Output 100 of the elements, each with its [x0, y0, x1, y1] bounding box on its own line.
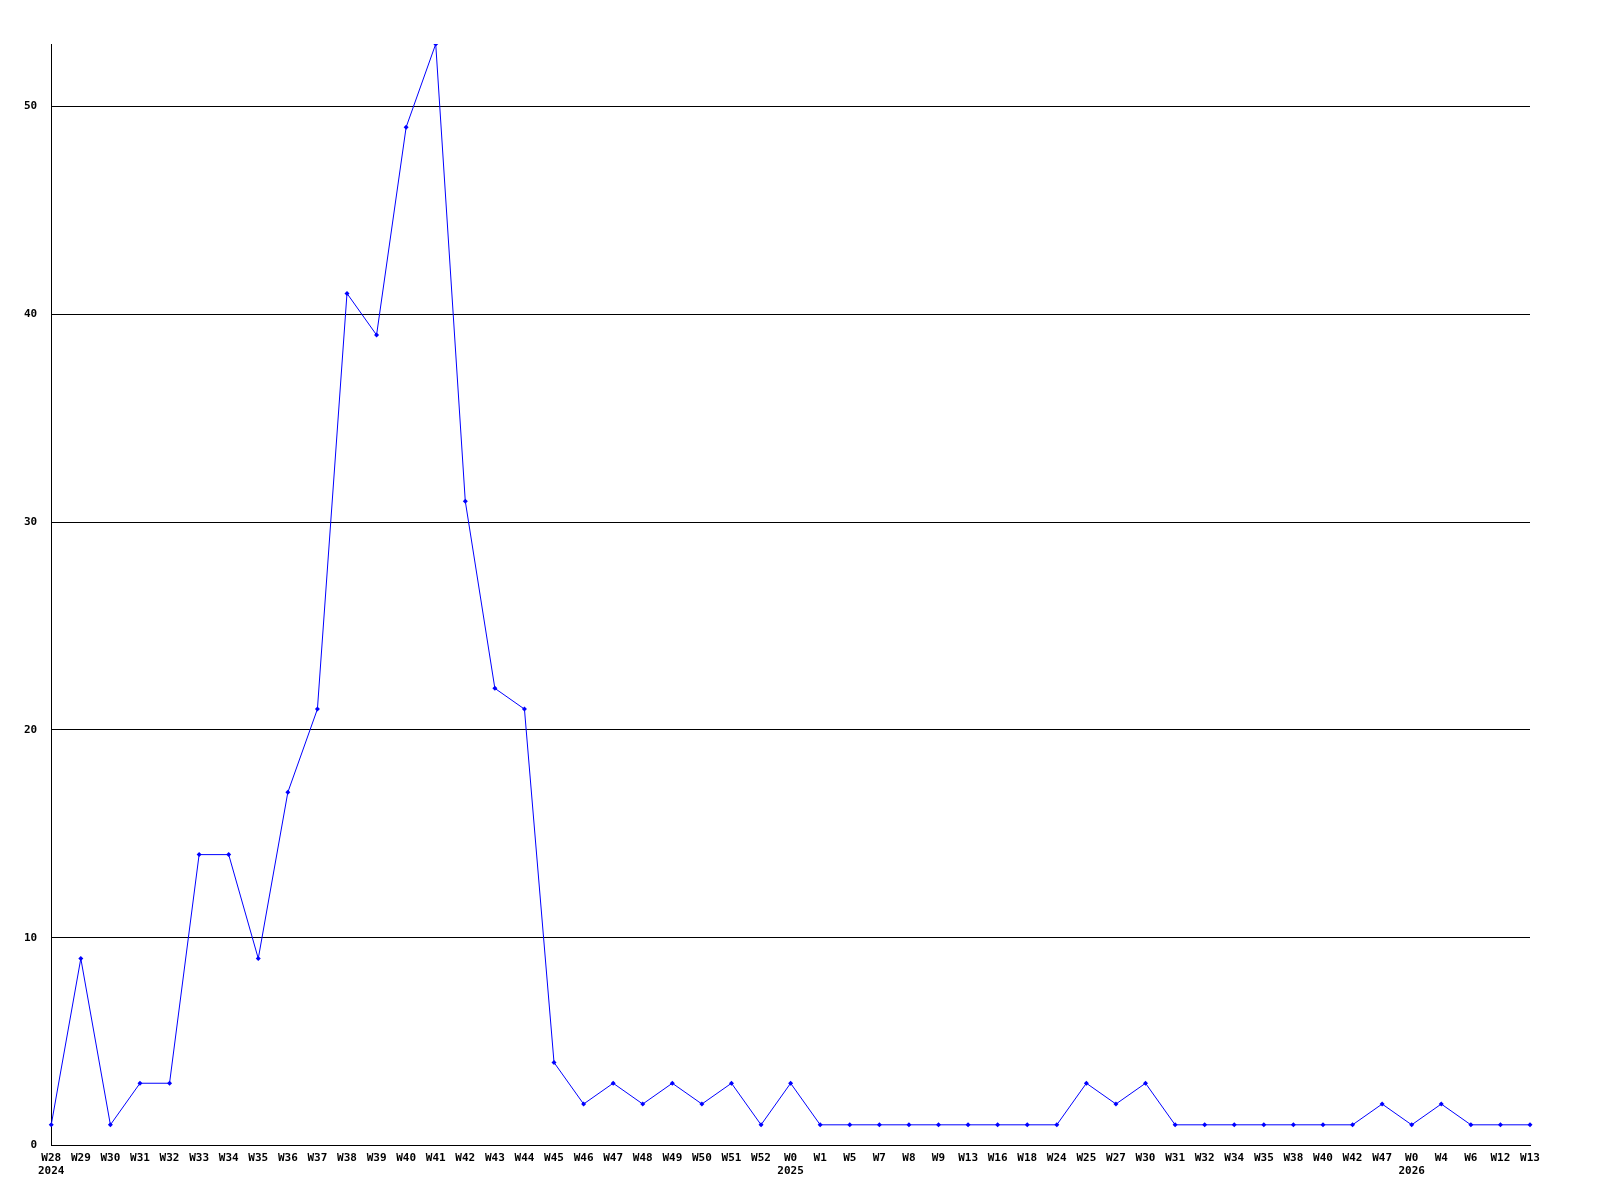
- point: [847, 1122, 853, 1128]
- x-tick-label: W30: [100, 1151, 121, 1165]
- point: [1143, 1080, 1149, 1086]
- x-tick-label: W31: [1165, 1151, 1186, 1165]
- x-tick-label: W41: [425, 1151, 447, 1165]
- point: [965, 1122, 971, 1128]
- point: [1231, 1122, 1237, 1128]
- x-tick-label: W36: [277, 1151, 299, 1165]
- point: [758, 1122, 764, 1128]
- x-tick-label: W42: [455, 1151, 476, 1165]
- point: [788, 1080, 794, 1086]
- point: [876, 1122, 882, 1128]
- x-tick-label: W0 2025: [777, 1151, 804, 1178]
- x-tick-label: W40: [396, 1151, 417, 1165]
- point: [995, 1122, 1001, 1128]
- x-tick-label: W50: [691, 1151, 712, 1165]
- point: [817, 1122, 823, 1128]
- x-tick-label: W9: [931, 1151, 946, 1165]
- x-tick-label: W32: [159, 1151, 180, 1165]
- point: [551, 1059, 557, 1065]
- point: [1054, 1122, 1060, 1128]
- point: [1320, 1122, 1326, 1128]
- point: [1497, 1122, 1503, 1128]
- x-tick-label: W45: [544, 1151, 564, 1165]
- y-tick-label: 40: [24, 307, 38, 321]
- point: [1438, 1101, 1444, 1107]
- x-tick-label: W12: [1490, 1151, 1511, 1165]
- point: [167, 1080, 173, 1086]
- y-tick-label: 0: [30, 1138, 38, 1152]
- point: [699, 1101, 705, 1107]
- point: [78, 956, 84, 962]
- x-tick-label: W7: [872, 1151, 886, 1165]
- point: [936, 1122, 941, 1128]
- point: [1261, 1122, 1267, 1128]
- point: [492, 685, 498, 691]
- point: [581, 1101, 587, 1107]
- point: [906, 1122, 912, 1128]
- y-tick-label: 20: [24, 722, 38, 736]
- y-tick-label: 30: [24, 514, 38, 528]
- point: [107, 1122, 113, 1128]
- x-tick-label: W30: [1135, 1151, 1156, 1165]
- x-tick-label: W32: [1194, 1151, 1215, 1165]
- x-tick-label: W43: [484, 1151, 505, 1165]
- point: [669, 1080, 675, 1086]
- point: [1113, 1101, 1119, 1107]
- x-tick-label: W51: [721, 1151, 742, 1165]
- point: [1527, 1122, 1533, 1128]
- x-tick-label: W35: [1253, 1151, 1274, 1165]
- x-tick-label: W6: [1464, 1151, 1478, 1165]
- point: [48, 1122, 54, 1128]
- x-tick-label: W35: [248, 1151, 269, 1165]
- x-tick-label: W13: [1520, 1151, 1540, 1165]
- x-tick-label: W1: [813, 1151, 828, 1165]
- x-tick-label: W5: [843, 1151, 857, 1165]
- point: [1468, 1122, 1474, 1128]
- x-tick-label: W42: [1342, 1151, 1363, 1165]
- x-tick-label: W49: [662, 1151, 683, 1165]
- x-tick-label: W31: [130, 1151, 151, 1165]
- point: [226, 852, 232, 858]
- point: [1290, 1122, 1296, 1128]
- point: [374, 332, 380, 338]
- point: [610, 1080, 616, 1086]
- point: [1172, 1122, 1178, 1128]
- point: [314, 706, 320, 712]
- point: [285, 789, 291, 795]
- point: [521, 706, 527, 712]
- x-tick-label: W24: [1046, 1151, 1068, 1165]
- x-tick-label: W0 2026: [1398, 1151, 1426, 1178]
- point: [1409, 1122, 1415, 1128]
- x-tick-label: W4: [1434, 1151, 1449, 1165]
- x-tick-label: W40: [1313, 1151, 1333, 1165]
- x-tick-label: W8: [902, 1151, 916, 1165]
- x-tick-label: W47: [1372, 1151, 1393, 1165]
- x-tick-label: W48: [632, 1151, 653, 1165]
- x-tick-label: W39: [366, 1151, 387, 1165]
- x-tick-label: W28 2024: [38, 1151, 65, 1178]
- x-tick-label: W47: [603, 1151, 624, 1165]
- point: [728, 1080, 734, 1086]
- point: [137, 1080, 143, 1086]
- x-tick-label: W46: [573, 1151, 594, 1165]
- x-tick-label: W38: [1283, 1151, 1304, 1165]
- point: [255, 956, 261, 962]
- point: [1350, 1122, 1356, 1128]
- point: [1202, 1122, 1208, 1128]
- point: [640, 1101, 646, 1107]
- x-tick-label: W38: [337, 1151, 357, 1165]
- point: [1083, 1080, 1089, 1086]
- x-tick-label: W34: [218, 1151, 239, 1165]
- point: [403, 124, 409, 130]
- x-tick-label: W13: [958, 1151, 979, 1165]
- point: [196, 852, 202, 858]
- y-tick-label: 10: [24, 930, 38, 944]
- point: [1379, 1101, 1385, 1107]
- x-tick-label: W27: [1106, 1151, 1126, 1165]
- point: [462, 498, 468, 504]
- x-tick-label: W37: [307, 1151, 328, 1165]
- x-tick-label: W18: [1017, 1151, 1038, 1165]
- y-tick-label: 50: [24, 99, 38, 113]
- x-tick-label: W29: [70, 1151, 91, 1165]
- point: [344, 290, 350, 296]
